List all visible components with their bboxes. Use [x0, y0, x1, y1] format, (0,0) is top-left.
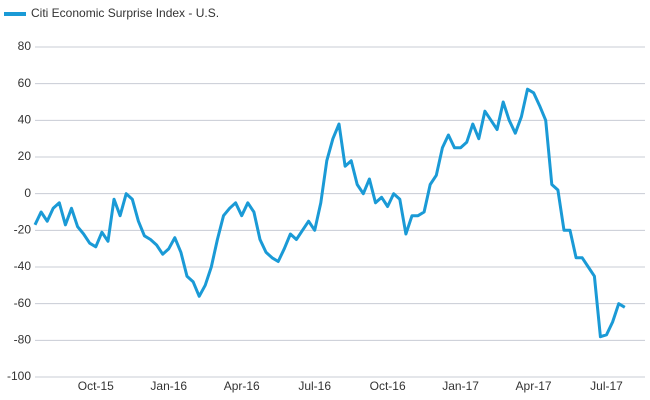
y-tick-label: -60 — [14, 296, 32, 310]
x-tick-label: Oct-16 — [370, 379, 406, 393]
y-tick-label: 80 — [18, 39, 32, 53]
y-tick-label: 20 — [18, 149, 32, 163]
y-tick-label: -40 — [14, 259, 32, 273]
x-tick-label: Jan-17 — [442, 379, 479, 393]
x-tick-label: Jan-16 — [150, 379, 187, 393]
x-tick-label: Jul-16 — [298, 379, 331, 393]
y-tick-label: 60 — [18, 76, 32, 90]
x-tick-label: Apr-17 — [516, 379, 552, 393]
x-tick-label: Oct-15 — [78, 379, 114, 393]
x-tick-label: Apr-16 — [224, 379, 260, 393]
y-tick-label: -20 — [14, 223, 32, 237]
y-tick-label: 0 — [24, 186, 31, 200]
legend-label: Citi Economic Surprise Index - U.S. — [31, 6, 219, 20]
x-tick-label: Jul-17 — [590, 379, 623, 393]
y-tick-label: -100 — [7, 369, 31, 383]
y-tick-label: 40 — [18, 113, 32, 127]
series-line — [33, 87, 626, 339]
y-tick-label: -80 — [14, 333, 32, 347]
